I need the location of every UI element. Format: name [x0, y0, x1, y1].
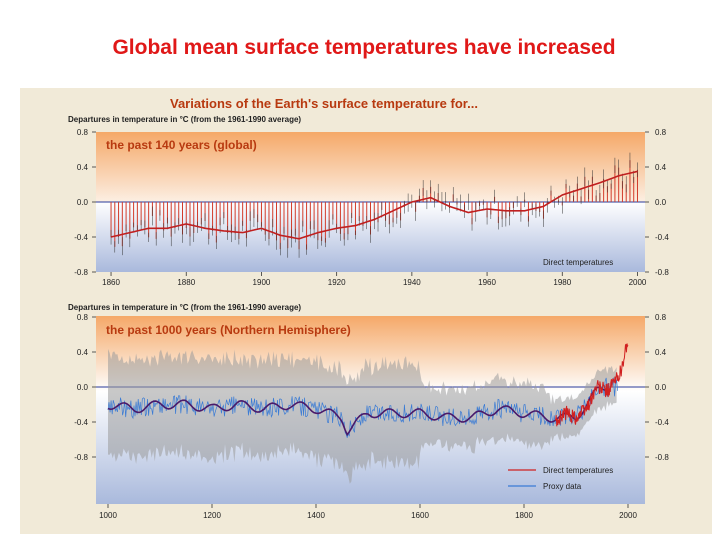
y-tick-label: 0.4: [655, 163, 667, 172]
top-x-ticks: 1860 1880 1900 1920 1940 1960 1980 2000: [102, 272, 647, 287]
top-ylabel: Departures in temperature in °C (from th…: [68, 115, 301, 124]
figure-title: Variations of the Earth's surface temper…: [170, 96, 478, 111]
y-tick-label: -0.8: [74, 453, 88, 462]
y-tick-label: 0.8: [77, 313, 89, 322]
y-tick-label: -0.4: [655, 418, 669, 427]
top-panel-label: the past 140 years (global): [106, 138, 257, 152]
figure-svg: Variations of the Earth's surface temper…: [68, 96, 669, 520]
y-tick-label: -0.4: [74, 233, 88, 242]
y-tick-label: -0.8: [74, 268, 88, 277]
figure-panel: Variations of the Earth's surface temper…: [20, 88, 712, 534]
x-tick-label: 2000: [629, 278, 647, 287]
x-tick-label: 1980: [553, 278, 571, 287]
x-tick-label: 1900: [253, 278, 271, 287]
y-tick-label: 0.0: [77, 383, 89, 392]
x-tick-label: 1940: [403, 278, 421, 287]
y-tick-label: 0.0: [655, 383, 667, 392]
bottom-panel-label: the past 1000 years (Northern Hemisphere…: [106, 323, 351, 337]
y-tick-label: 0.0: [77, 198, 89, 207]
y-tick-label: 0.4: [77, 348, 89, 357]
y-tick-label: 0.4: [77, 163, 89, 172]
top-y-ticks-left: 0.8 0.4 0.0 -0.4 -0.8: [74, 128, 96, 277]
slide-title: Global mean surface temperatures have in…: [112, 36, 616, 59]
bottom-ylabel: Departures in temperature in °C (from th…: [68, 303, 301, 312]
top-y-ticks-right: 0.8 0.4 0.0 -0.4 -0.8: [645, 128, 669, 277]
x-tick-label: 1880: [177, 278, 195, 287]
x-tick-label: 1920: [328, 278, 346, 287]
y-tick-label: -0.8: [655, 453, 669, 462]
x-tick-label: 2000: [619, 511, 637, 520]
bottom-legend-proxy: Proxy data: [543, 482, 582, 491]
x-tick-label: 1200: [203, 511, 221, 520]
y-tick-label: -0.4: [74, 418, 88, 427]
x-tick-label: 1400: [307, 511, 325, 520]
y-tick-label: -0.8: [655, 268, 669, 277]
bottom-y-ticks-left: 0.8 0.4 0.0 -0.4 -0.8: [74, 313, 96, 462]
y-tick-label: -0.4: [655, 233, 669, 242]
bottom-smoothed-line: [107, 386, 608, 437]
y-tick-label: 0.8: [655, 128, 667, 137]
y-tick-label: 0.4: [655, 348, 667, 357]
y-tick-label: 0.8: [655, 313, 667, 322]
x-tick-label: 1800: [515, 511, 533, 520]
x-tick-label: 1960: [478, 278, 496, 287]
bottom-direct-line: [554, 343, 629, 427]
x-tick-label: 1000: [99, 511, 117, 520]
top-smoothed-line: [110, 170, 638, 240]
x-tick-label: 1860: [102, 278, 120, 287]
top-legend-direct: Direct temperatures: [543, 258, 613, 267]
bottom-y-ticks-right: 0.8 0.4 0.0 -0.4 -0.8: [645, 313, 669, 462]
x-tick-label: 1600: [411, 511, 429, 520]
y-tick-label: 0.8: [77, 128, 89, 137]
bottom-proxy-line: [107, 377, 618, 438]
bottom-x-ticks: 1000 1200 1400 1600 1800 2000: [99, 504, 637, 520]
y-tick-label: 0.0: [655, 198, 667, 207]
bottom-legend-direct: Direct temperatures: [543, 466, 613, 475]
